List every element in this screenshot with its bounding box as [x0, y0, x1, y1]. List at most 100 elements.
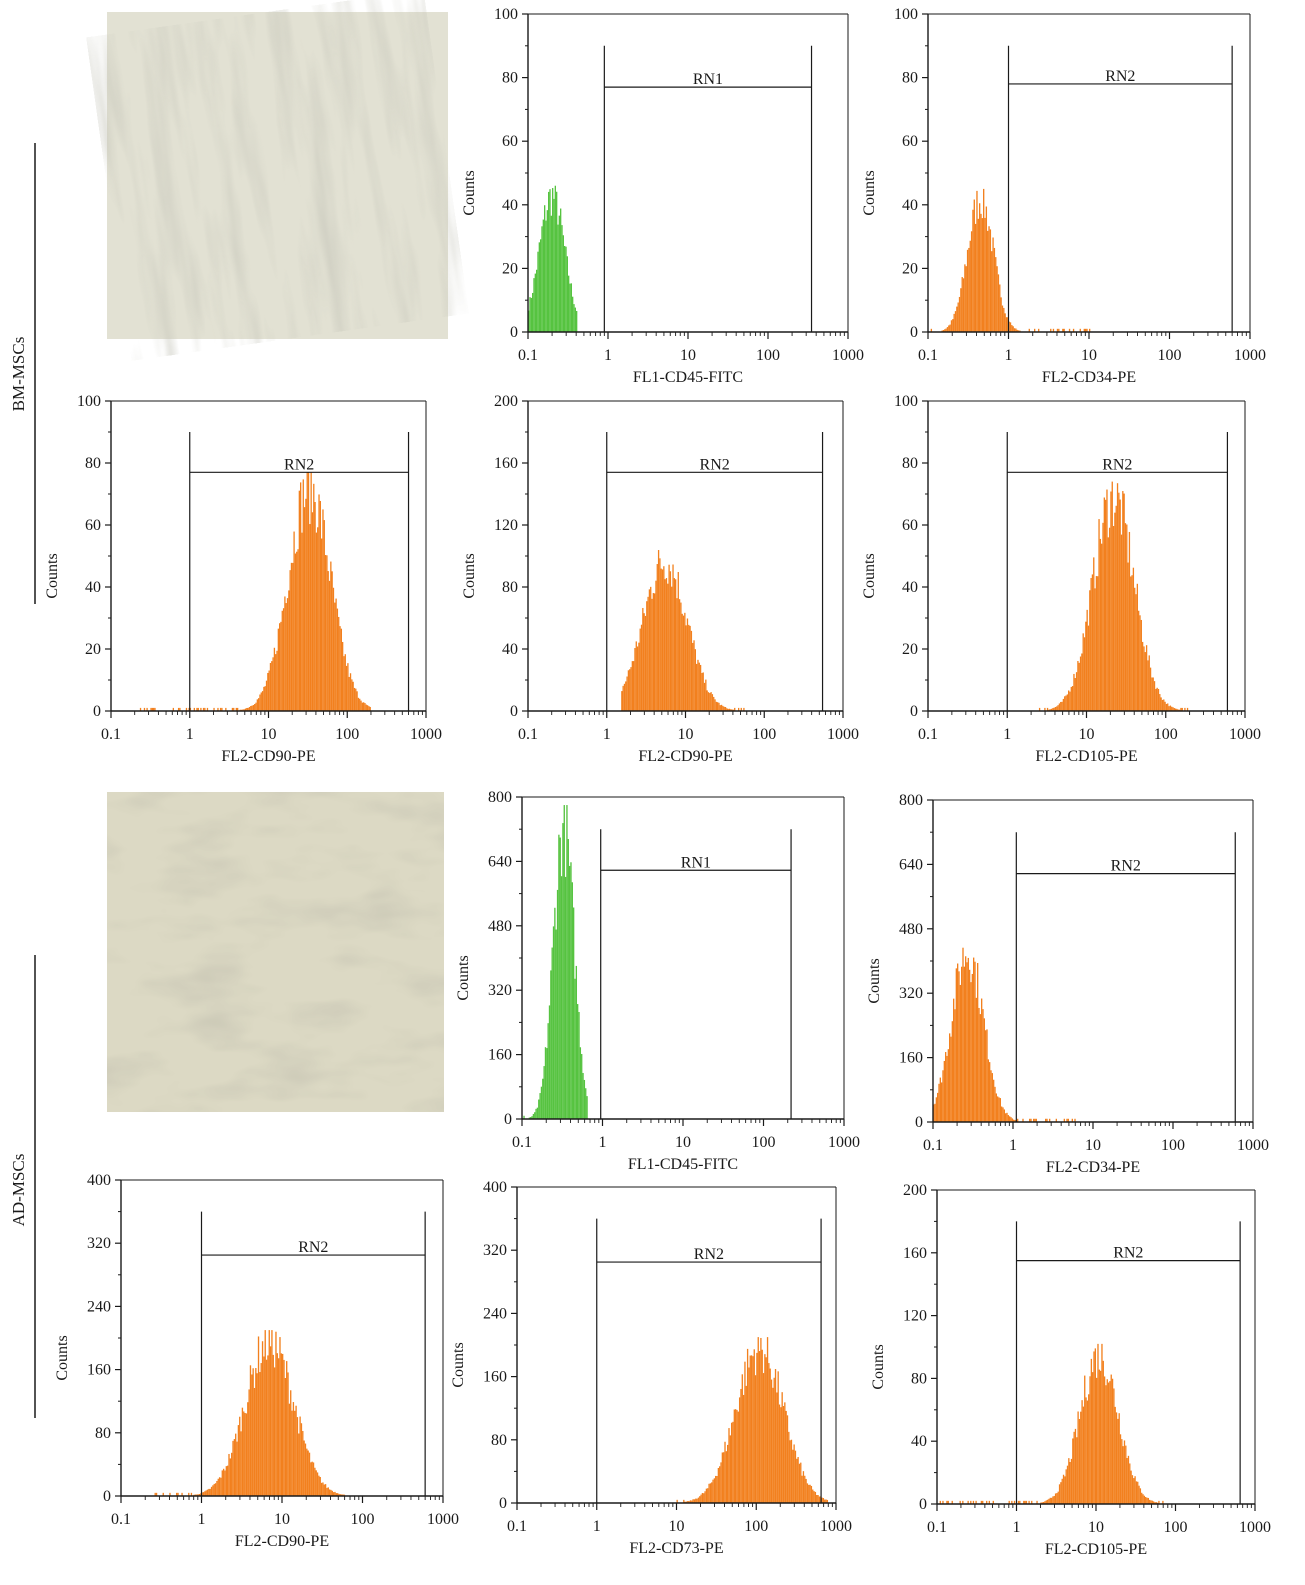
histogram-panel-2: 0 20 40 60 80 100 0.1 1 10 100 1000 FL2-CD34-PE Coun… [861, 6, 1266, 386]
gate-marker: RN1 [603, 45, 813, 332]
histogram-bar [1054, 1493, 1057, 1504]
histogram-bar [975, 1500, 977, 1504]
histogram-bar [712, 1479, 714, 1503]
histogram-bar [369, 706, 371, 711]
histogram-bar [309, 524, 311, 711]
histogram-panel-9: 0 80 160 240 320 400 0.1 1 10 100 1000 FL2-CD73-PE C… [450, 1179, 852, 1557]
histogram-bar [946, 327, 949, 332]
histogram-bar [566, 256, 568, 332]
histogram-bar [221, 1470, 223, 1496]
histogram-bar [1045, 1118, 1047, 1122]
histogram-bar [1077, 1411, 1079, 1504]
histogram-bar [716, 1475, 718, 1503]
histogram-bars [523, 805, 588, 1119]
histogram-bar [676, 598, 678, 711]
histogram-bar [190, 1492, 193, 1496]
gate-marker: RN2 [200, 1211, 426, 1496]
histogram-bar [800, 1462, 802, 1503]
histogram-bar [723, 1452, 725, 1503]
histogram-bar [638, 642, 640, 711]
histogram-bar [546, 210, 548, 332]
histogram-bar [1049, 709, 1051, 711]
x-tick-label: 10 [678, 726, 694, 743]
histogram-bar [688, 1501, 690, 1503]
y-tick-label: 0 [504, 1111, 512, 1128]
histogram-bar [947, 1500, 949, 1504]
histogram-bar [1072, 328, 1075, 332]
gate-label: RN2 [700, 456, 730, 473]
histogram-bar [1084, 1375, 1086, 1504]
histogram-bar [967, 957, 969, 1122]
histogram-bar [1080, 1411, 1082, 1504]
histogram-bar [989, 1062, 991, 1122]
histogram-bar [272, 1354, 274, 1496]
histogram-bar [217, 1478, 219, 1496]
histogram-bar [732, 1421, 734, 1503]
histogram-bar [279, 1337, 281, 1496]
y-tick-label: 80 [502, 70, 518, 87]
x-tick-label: 0.1 [101, 726, 121, 743]
histogram-bar [646, 601, 648, 711]
histogram-bar [280, 621, 282, 711]
histogram-bar [772, 1387, 774, 1503]
histogram-bar [1035, 1118, 1037, 1122]
y-tick-label: 60 [502, 133, 518, 150]
x-tick-label: 100 [744, 1518, 768, 1535]
histogram-bar [1164, 701, 1166, 711]
histogram-bar [1114, 1406, 1116, 1504]
histogram-bar [272, 657, 274, 711]
histogram-bar [307, 472, 310, 711]
histogram-bar [1003, 1109, 1005, 1122]
histogram-bar [538, 242, 540, 332]
histogram-bar [688, 624, 690, 711]
histogram-bar [177, 707, 180, 711]
y-tick-label: 0 [919, 1496, 927, 1513]
histogram-bar [809, 1484, 811, 1503]
histogram-bar [686, 618, 689, 711]
histogram-bar [345, 665, 348, 711]
histogram-bar [756, 1352, 758, 1503]
histogram-bar [1084, 328, 1087, 332]
histogram-bar [1086, 609, 1088, 711]
histogram-bar [736, 1409, 738, 1503]
histogram-bar [1093, 557, 1095, 711]
histogram-bar [717, 1467, 720, 1503]
histogram-panel-3: 0 20 40 60 80 100 0.1 1 10 100 1000 FL2-CD90-PE Coun… [44, 393, 442, 765]
histogram-bar [1090, 577, 1092, 711]
group-label-ad-text: AD-MSCs [9, 1154, 28, 1227]
histogram-bar [1135, 594, 1137, 711]
histogram-bar [738, 707, 740, 711]
histogram-bar [1017, 1500, 1020, 1504]
histogram-bar [364, 703, 366, 711]
histogram-bar [1174, 708, 1177, 711]
histogram-bar [1138, 610, 1140, 711]
histogram-bars [139, 472, 371, 711]
histogram-bar [1074, 1118, 1076, 1122]
histogram-bar [1163, 699, 1165, 711]
histogram-bar [1109, 1381, 1111, 1504]
histogram-bar [1124, 523, 1127, 711]
y-tick-label: 640 [899, 856, 923, 873]
histogram-bar [1046, 1499, 1049, 1504]
histogram-bar [942, 330, 945, 332]
histogram-bar [1141, 1492, 1143, 1504]
histogram-bar [340, 628, 342, 711]
x-tick-label: 10 [1085, 1137, 1101, 1154]
histogram-bar [530, 1117, 532, 1119]
histogram-bar [951, 1500, 953, 1504]
histogram-bar [314, 502, 316, 711]
histogram-bar [1006, 1112, 1008, 1122]
histogram-bar [701, 672, 703, 711]
histogram-bar [357, 697, 360, 711]
histogram-bar [1078, 662, 1080, 711]
histogram-bar [1101, 543, 1103, 711]
histogram-bar [1120, 534, 1123, 711]
histogram-bar [1019, 1500, 1021, 1504]
histogram-bar [315, 532, 318, 711]
histogram-bar [711, 1482, 713, 1503]
histogram-bar [1169, 705, 1172, 711]
gate-marker: RN2 [1007, 45, 1233, 332]
histogram-bar [1104, 499, 1107, 711]
histogram-bar [572, 907, 575, 1119]
